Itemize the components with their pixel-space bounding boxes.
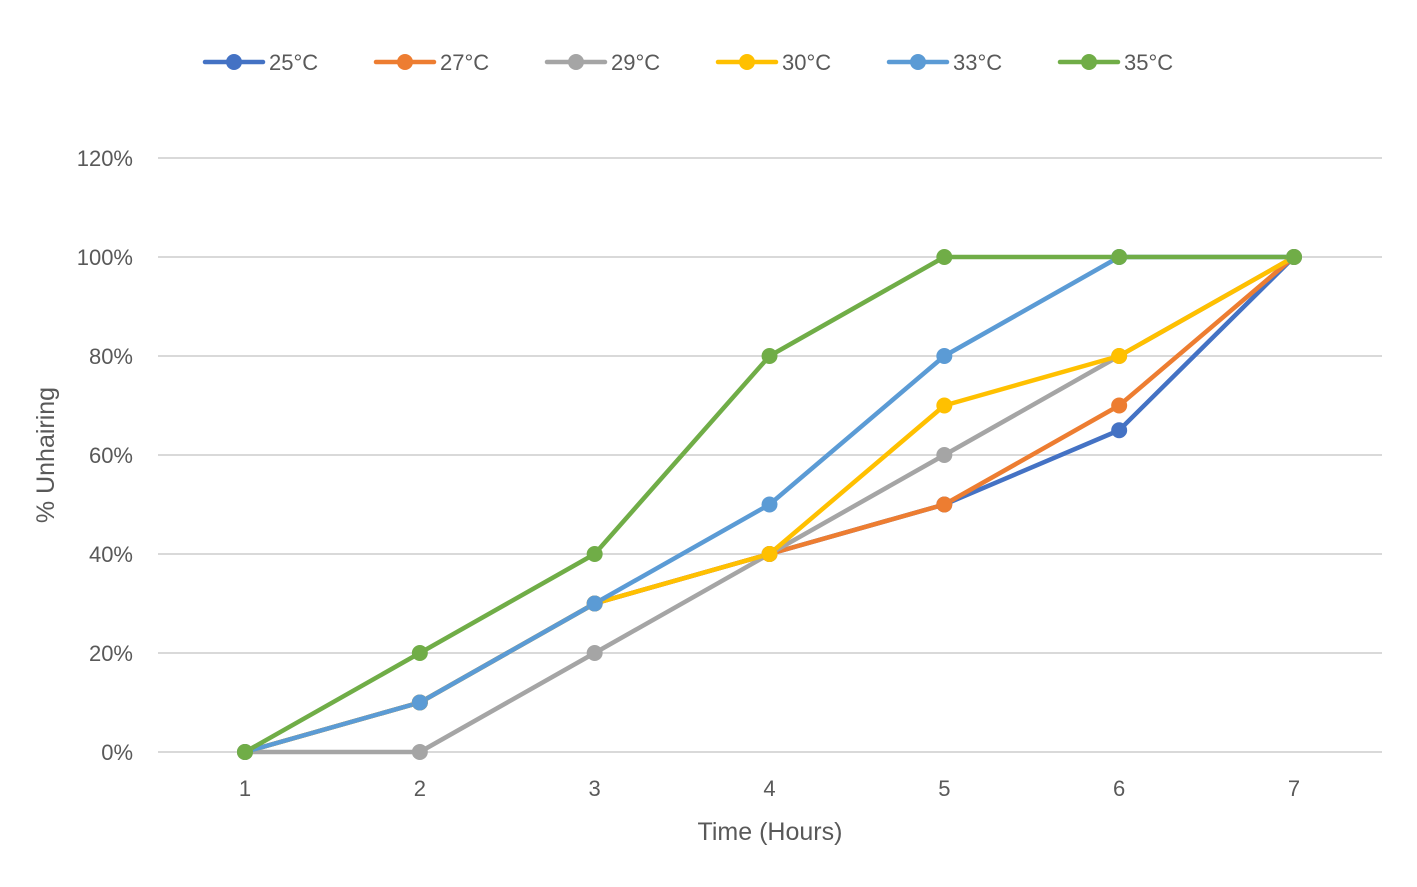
data-point	[1111, 397, 1128, 414]
y-tick-label: 0%	[101, 740, 133, 765]
data-point	[936, 496, 953, 513]
y-tick-label: 120%	[77, 146, 133, 171]
data-point	[936, 447, 953, 463]
y-tick-label: 80%	[89, 344, 133, 369]
legend-label: 33°C	[953, 50, 1002, 75]
data-point	[586, 546, 603, 562]
legend-marker	[568, 54, 584, 70]
legend-marker	[397, 54, 413, 70]
data-point	[411, 744, 428, 760]
y-axis-ticks: 0% 20% 40% 60% 80% 100% 120%	[77, 146, 133, 765]
data-point	[761, 348, 778, 364]
data-point	[411, 645, 428, 661]
data-point	[586, 645, 603, 661]
data-point	[761, 546, 778, 562]
legend-item: 35°C	[1057, 50, 1173, 75]
legend-item: 29°C	[544, 50, 660, 75]
data-point	[1286, 249, 1302, 265]
x-tick-label: 7	[1288, 776, 1300, 801]
x-tick-label: 5	[938, 776, 950, 801]
y-tick-label: 40%	[89, 542, 133, 567]
series-points	[237, 249, 1302, 760]
y-tick-label: 60%	[89, 443, 133, 468]
data-point	[1111, 249, 1128, 265]
data-point	[936, 397, 953, 414]
data-point	[237, 744, 253, 760]
legend-marker	[739, 54, 755, 70]
gridlines	[158, 157, 1382, 753]
data-point	[761, 496, 778, 513]
legend-item: 30°C	[715, 50, 831, 75]
y-tick-label: 20%	[89, 641, 133, 666]
legend-marker	[226, 54, 242, 70]
data-point	[1111, 348, 1128, 364]
data-point	[411, 694, 428, 711]
legend-label: 27°C	[440, 50, 489, 75]
y-axis-title: % Unhairing	[32, 387, 60, 523]
legend-marker	[910, 54, 926, 70]
x-tick-label: 1	[239, 776, 251, 801]
data-point	[936, 249, 953, 265]
legend-label: 25°C	[269, 50, 318, 75]
legend-label: 30°C	[782, 50, 831, 75]
legend-label: 29°C	[611, 50, 660, 75]
x-tick-label: 3	[589, 776, 601, 801]
y-tick-label: 100%	[77, 245, 133, 270]
data-point	[936, 348, 953, 364]
x-axis-ticks: 1 2 3 4 5 6 7	[239, 776, 1300, 801]
legend-item: 27°C	[373, 50, 489, 75]
legend-label: 35°C	[1124, 50, 1173, 75]
legend-item: 25°C	[202, 50, 318, 75]
data-point	[1111, 422, 1128, 439]
x-tick-label: 6	[1113, 776, 1125, 801]
x-axis-title: Time (Hours)	[698, 818, 843, 846]
chart-legend: 25°C 27°C 29°C 30°C 33°C 35°C	[202, 50, 1173, 75]
x-tick-label: 2	[414, 776, 426, 801]
data-point	[586, 595, 603, 612]
legend-item: 33°C	[886, 50, 1002, 75]
x-tick-label: 4	[763, 776, 775, 801]
legend-marker	[1081, 54, 1097, 70]
